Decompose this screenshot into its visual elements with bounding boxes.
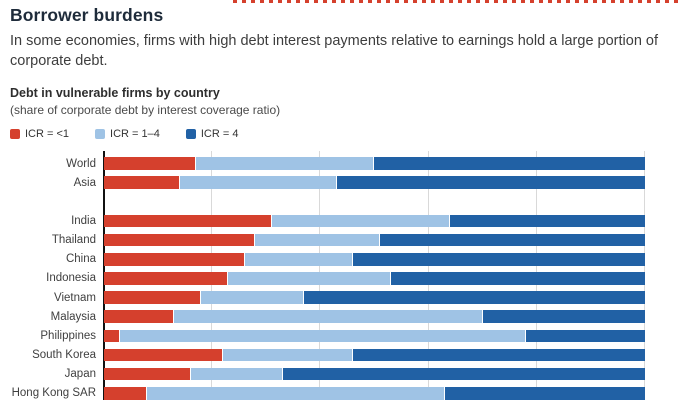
legend-swatch-red-icon xyxy=(10,129,20,139)
bar-track xyxy=(104,387,645,400)
chart-subtitle: (share of corporate debt by interest cov… xyxy=(10,103,281,117)
bar-segment-icr-1-4 xyxy=(195,157,375,170)
chart-title: Debt in vulnerable firms by country xyxy=(10,86,220,100)
bar-segment-icr-gt4 xyxy=(379,233,645,247)
row-group-spacer xyxy=(0,192,645,211)
bar-track xyxy=(104,348,645,362)
page-subtitle: In some economies, firms with high debt … xyxy=(10,33,659,69)
bar-segment-icr-lt1 xyxy=(104,253,245,266)
bar-segment-icr-gt4 xyxy=(336,176,645,189)
legend-item-icr-lt1: ICR = <1 xyxy=(10,128,69,140)
bar-row-china: China xyxy=(0,250,645,269)
bar-segment-icr-1-4 xyxy=(174,310,483,323)
bar-track xyxy=(104,176,645,189)
row-label: Philippines xyxy=(40,329,96,342)
bar-segment-icr-gt4 xyxy=(390,272,645,285)
row-label: Thailand xyxy=(51,234,96,247)
legend-item-icr-gt4: ICR = 4 xyxy=(185,128,239,140)
bar-segment-icr-lt1 xyxy=(104,348,224,362)
dotted-rule xyxy=(233,0,681,3)
bar-segment-icr-gt4 xyxy=(304,291,645,304)
legend-swatch-dark-blue-icon xyxy=(185,129,196,139)
row-label: Vietnam xyxy=(54,291,96,304)
legend-label-icr-1-4: ICR = 1–4 xyxy=(110,128,160,140)
bar-segment-icr-gt4 xyxy=(282,367,645,381)
row-label: South Korea xyxy=(32,348,96,361)
bar-track xyxy=(104,367,645,381)
bar-track xyxy=(104,272,645,285)
bar-segment-icr-gt4 xyxy=(352,348,645,362)
bar-segment-icr-gt4 xyxy=(482,310,645,323)
legend-label-icr-gt4: ICR = 4 xyxy=(200,128,239,140)
page-title: Borrower burdens xyxy=(10,5,164,25)
bar-track xyxy=(104,291,645,304)
row-label: World xyxy=(66,157,96,170)
legend-item-icr-1-4: ICR = 1–4 xyxy=(95,128,160,140)
bar-rows: World Asia India Thailand China Indonesia Viet… xyxy=(0,154,645,400)
bar-segment-icr-lt1 xyxy=(104,176,180,189)
bar-track xyxy=(104,329,645,343)
bar-row-vietnam: Vietnam xyxy=(0,288,645,307)
bar-row-malaysia: Malaysia xyxy=(0,307,645,326)
bar-segment-icr-1-4 xyxy=(147,387,445,400)
bar-segment-icr-1-4 xyxy=(120,329,526,343)
bar-row-asia: Asia xyxy=(0,173,645,192)
legend-swatch-light-blue-icon xyxy=(95,129,106,139)
header-block: Borrower burdens In some economies, firm… xyxy=(0,0,681,140)
bar-row-indonesia: Indonesia xyxy=(0,269,645,288)
bar-row-india: India xyxy=(0,211,645,230)
bar-track xyxy=(104,214,645,228)
bar-track xyxy=(104,157,645,170)
row-label: Hong Kong SAR xyxy=(11,387,96,400)
bar-segment-icr-lt1 xyxy=(104,329,121,343)
row-label: Malaysia xyxy=(50,310,96,323)
stacked-bar-chart: World Asia India Thailand China Indonesia Viet… xyxy=(0,151,645,400)
bar-segment-icr-gt4 xyxy=(352,253,645,266)
bar-segment-icr-lt1 xyxy=(104,157,196,170)
bar-segment-icr-1-4 xyxy=(244,253,353,266)
bar-segment-icr-lt1 xyxy=(104,214,272,228)
row-label: China xyxy=(65,253,96,266)
bar-segment-icr-gt4 xyxy=(525,329,645,343)
bar-segment-icr-lt1 xyxy=(104,233,256,247)
bar-segment-icr-1-4 xyxy=(255,233,380,247)
bar-segment-icr-1-4 xyxy=(179,176,337,189)
bar-segment-icr-gt4 xyxy=(444,387,645,400)
bar-segment-icr-1-4 xyxy=(271,214,451,228)
chart-legend: ICR = <1 ICR = 1–4 ICR = 4 xyxy=(10,128,669,140)
bar-segment-icr-1-4 xyxy=(228,272,391,285)
bar-track xyxy=(104,233,645,247)
bar-segment-icr-lt1 xyxy=(104,291,202,304)
bar-segment-icr-1-4 xyxy=(201,291,305,304)
bar-segment-icr-gt4 xyxy=(450,214,645,228)
bar-track xyxy=(104,310,645,323)
bar-segment-icr-1-4 xyxy=(223,348,353,362)
bar-segment-icr-lt1 xyxy=(104,367,191,381)
bar-track xyxy=(104,253,645,266)
bar-row-thailand: Thailand xyxy=(0,231,645,250)
row-label: Japan xyxy=(64,368,96,381)
bar-row-japan: Japan xyxy=(0,365,645,384)
bar-row-world: World xyxy=(0,154,645,173)
bar-segment-icr-lt1 xyxy=(104,387,148,400)
bar-row-south-korea: South Korea xyxy=(0,345,645,364)
bar-row-philippines: Philippines xyxy=(0,326,645,345)
legend-label-icr-lt1: ICR = <1 xyxy=(25,128,70,140)
row-label: Indonesia xyxy=(46,272,96,285)
bar-segment-icr-gt4 xyxy=(374,157,645,170)
bar-row-hong-kong-sar: Hong Kong SAR xyxy=(0,384,645,400)
bar-segment-icr-lt1 xyxy=(104,272,229,285)
bar-segment-icr-1-4 xyxy=(190,367,283,381)
row-label: Asia xyxy=(73,176,96,189)
row-label: India xyxy=(71,214,96,227)
bar-segment-icr-lt1 xyxy=(104,310,175,323)
